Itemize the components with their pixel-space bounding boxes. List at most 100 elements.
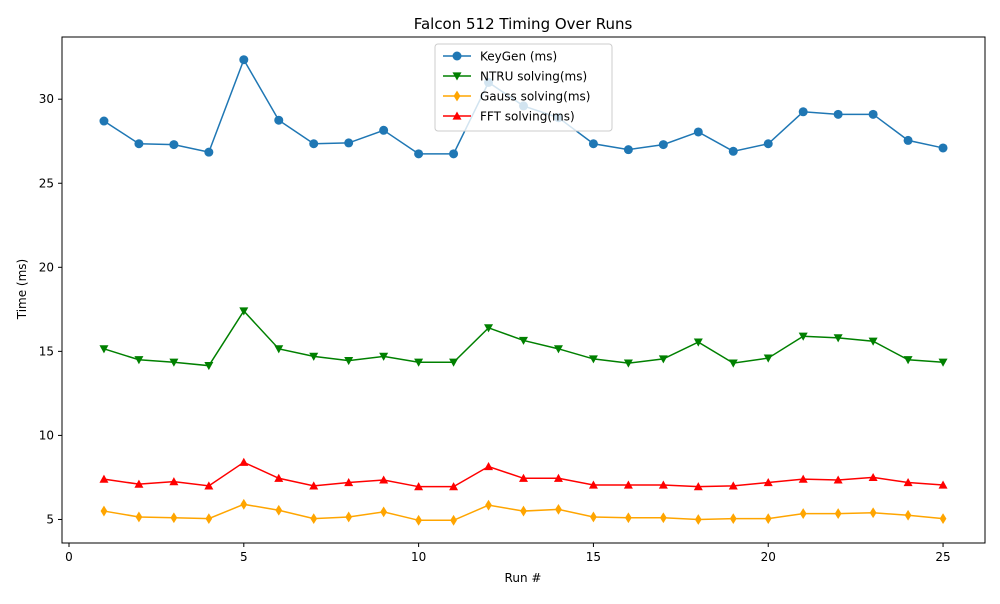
data-point (763, 354, 773, 363)
data-point (99, 345, 109, 354)
data-point (798, 474, 808, 483)
data-point (903, 135, 913, 145)
data-point (450, 514, 457, 526)
data-point (764, 513, 772, 525)
x-tick-label: 5 (240, 550, 248, 564)
data-point (484, 324, 494, 333)
data-point (938, 358, 948, 367)
series-3 (100, 498, 947, 526)
data-point (588, 480, 598, 489)
data-point (903, 477, 913, 487)
data-point (100, 505, 108, 517)
data-point (239, 457, 249, 466)
data-point (379, 352, 389, 361)
data-point (169, 358, 179, 367)
data-point (588, 139, 598, 149)
x-tick-label: 20 (761, 550, 776, 564)
data-point (763, 139, 773, 149)
data-point (904, 509, 912, 521)
series-4 (99, 457, 948, 491)
data-point (868, 472, 878, 482)
y-tick-label: 20 (39, 260, 54, 274)
data-point (449, 149, 459, 159)
data-point (623, 145, 633, 155)
data-point (414, 358, 424, 367)
data-point (659, 512, 667, 524)
data-point (938, 480, 948, 489)
data-point (519, 473, 528, 482)
y-tick-label: 30 (39, 92, 54, 106)
legend-marker (452, 111, 462, 120)
legend-marker (452, 51, 462, 61)
data-point (555, 503, 562, 515)
legend-marker (453, 90, 461, 102)
data-point (553, 345, 563, 354)
data-point (169, 477, 179, 486)
x-tick-label: 0 (65, 550, 73, 564)
legend-marker (452, 72, 462, 81)
data-point (135, 511, 143, 523)
data-point (728, 481, 738, 490)
data-point (728, 146, 738, 156)
data-point (134, 479, 144, 488)
axes-frame (61, 36, 986, 544)
data-point (449, 482, 459, 491)
data-point (763, 477, 773, 487)
data-point (344, 357, 354, 366)
data-point (693, 482, 703, 491)
data-point (274, 115, 284, 125)
data-point (169, 140, 179, 150)
data-point (240, 498, 248, 510)
y-tick-label: 15 (39, 344, 54, 358)
data-point (484, 462, 494, 471)
data-point (590, 511, 597, 523)
data-point (204, 362, 214, 371)
y-tick-label: 10 (39, 428, 54, 442)
chart-title: Falcon 512 Timing Over Runs (414, 15, 633, 33)
data-point (693, 338, 703, 347)
x-tick-label: 10 (411, 550, 426, 564)
data-point (728, 359, 738, 368)
data-point (99, 116, 109, 126)
data-point (239, 55, 249, 65)
data-point (414, 149, 424, 159)
legend-label: FFT solving(ms) (480, 110, 575, 124)
x-axis-label: Run # (505, 571, 542, 585)
data-point (658, 140, 668, 150)
data-point (799, 508, 807, 519)
data-point (519, 336, 528, 345)
data-point (798, 332, 808, 341)
x-tick-label: 25 (935, 550, 950, 564)
data-point (204, 147, 214, 157)
x-tick-label: 15 (586, 550, 601, 564)
data-point (658, 480, 668, 489)
data-point (274, 345, 284, 354)
data-point (275, 504, 283, 516)
data-point (345, 511, 353, 523)
data-point (485, 499, 492, 511)
data-point (344, 477, 354, 487)
data-point (274, 473, 284, 482)
data-point (414, 482, 424, 491)
data-point (553, 473, 563, 482)
data-point (379, 125, 389, 135)
data-point (205, 513, 213, 525)
data-point (344, 138, 354, 148)
data-point (134, 356, 144, 365)
data-point (310, 513, 318, 525)
y-tick-label: 5 (46, 512, 54, 526)
data-point (99, 474, 109, 483)
series-2 (99, 307, 948, 371)
data-point (309, 352, 319, 361)
data-point (869, 507, 877, 519)
data-point (833, 109, 843, 119)
data-point (868, 337, 878, 346)
data-point (658, 355, 668, 364)
data-point (380, 506, 388, 518)
data-point (134, 139, 144, 149)
legend-label: KeyGen (ms) (480, 50, 557, 64)
y-axis-label: Time (ms) (15, 259, 29, 321)
data-point (625, 512, 632, 524)
